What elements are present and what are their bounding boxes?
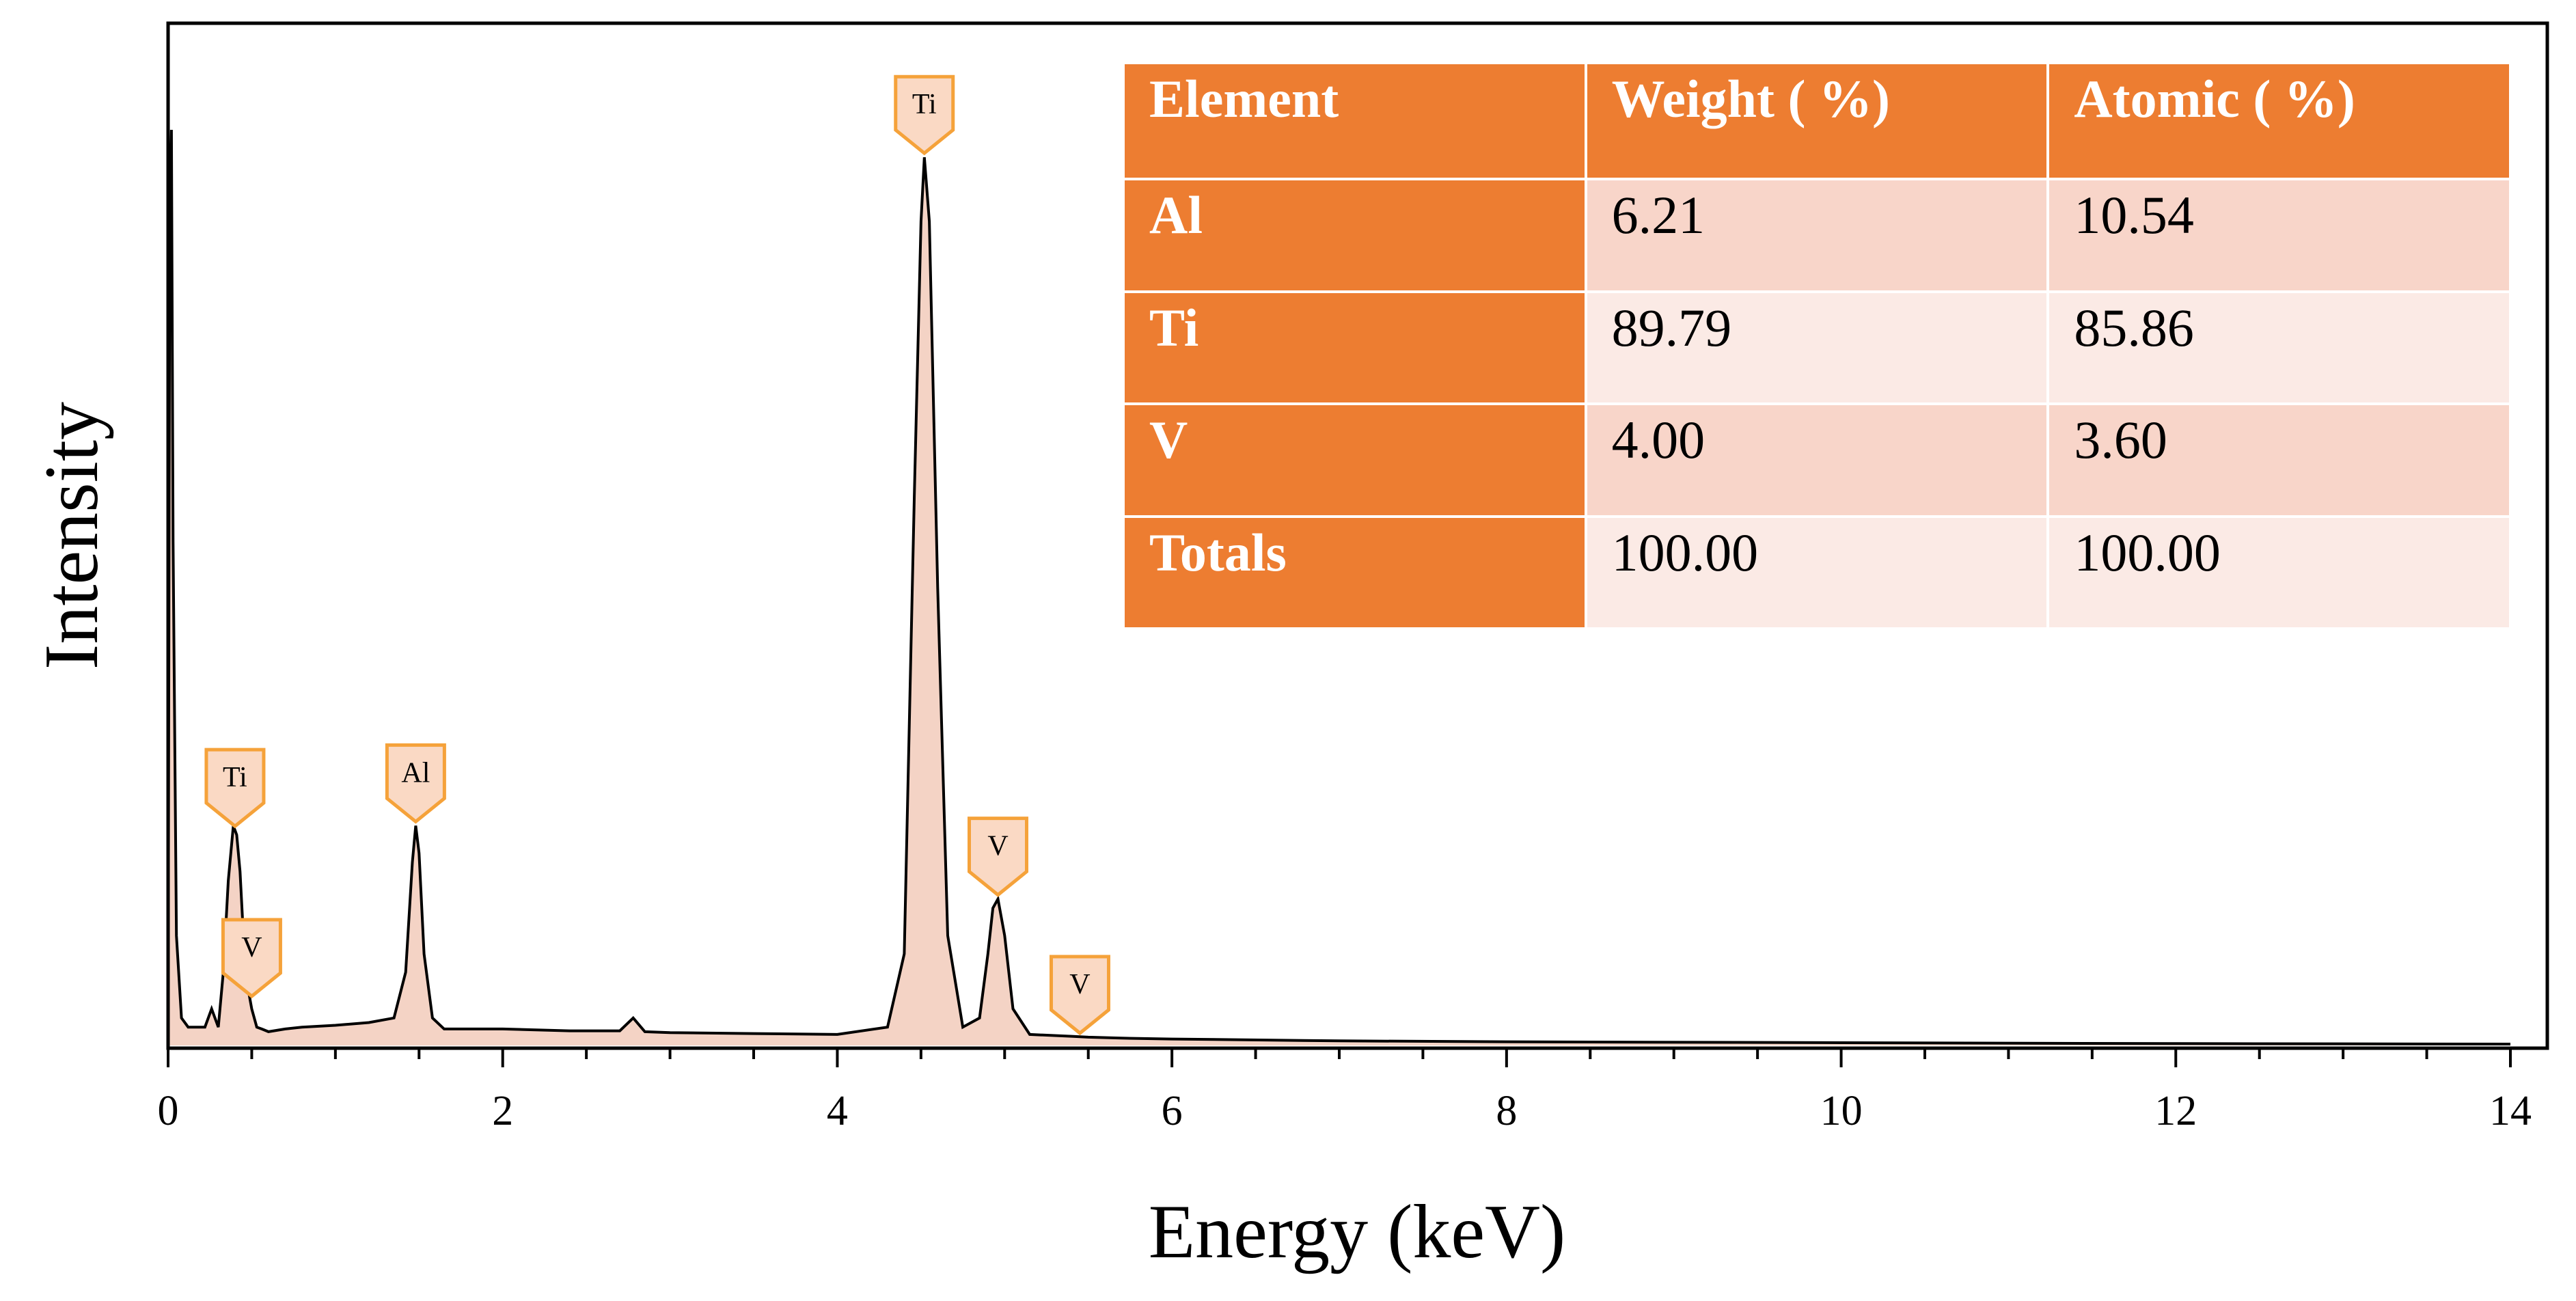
peak-marker-shape xyxy=(221,918,282,999)
x-tick-label: 8 xyxy=(1496,1088,1517,1134)
peak-label-v: V xyxy=(1049,955,1110,1036)
x-tick-label: 12 xyxy=(2154,1088,2197,1134)
table-header-row: Element Weight ( %) Atomic ( %) xyxy=(1122,61,2512,180)
peak-label-ti: Ti xyxy=(894,74,955,156)
row-atomic: 3.60 xyxy=(2046,402,2512,518)
row-atomic: 10.54 xyxy=(2046,178,2512,293)
row-element: Al xyxy=(1122,178,1587,293)
x-tick-label: 2 xyxy=(492,1088,513,1134)
x-axis-label: Energy (keV) xyxy=(1149,1190,1566,1274)
peak-marker-shape xyxy=(385,743,446,824)
header-weight: Weight ( %) xyxy=(1584,61,2050,180)
plot-frame xyxy=(166,21,2549,1050)
peak-marker-shape xyxy=(894,74,955,156)
header-atomic: Atomic ( %) xyxy=(2046,61,2512,180)
peak-marker-shape xyxy=(1049,955,1110,1036)
row-weight: 6.21 xyxy=(1584,178,2050,293)
x-tick-label: 10 xyxy=(1820,1088,1863,1134)
peak-label-al: Al xyxy=(385,743,446,824)
peak-marker-text: V xyxy=(1069,969,1090,1000)
table-row: Totals 100.00 100.00 xyxy=(1122,515,2512,630)
x-tick-label: 4 xyxy=(827,1088,848,1134)
composition-table: Element Weight ( %) Atomic ( %) Al 6.21 … xyxy=(1122,61,2512,630)
peak-marker-shape xyxy=(204,748,266,829)
table-row: Ti 89.79 85.86 xyxy=(1122,290,2512,405)
row-atomic: 85.86 xyxy=(2046,290,2512,405)
row-weight: 89.79 xyxy=(1584,290,2050,405)
peak-marker-text: Ti xyxy=(223,762,247,793)
row-element: V xyxy=(1122,402,1587,518)
peak-marker-shape xyxy=(967,817,1028,897)
peak-marker-text: V xyxy=(987,831,1008,862)
table-row: Al 6.21 10.54 xyxy=(1122,178,2512,293)
peak-marker-text: Al xyxy=(401,757,430,789)
row-weight: 4.00 xyxy=(1584,402,2050,518)
peak-label-v: V xyxy=(967,817,1028,897)
peak-label-ti: Ti xyxy=(204,748,266,829)
peak-marker-text: Ti xyxy=(912,89,937,120)
peak-marker-text: V xyxy=(241,932,262,963)
row-element: Totals xyxy=(1122,515,1587,630)
row-atomic: 100.00 xyxy=(2046,515,2512,630)
row-weight: 100.00 xyxy=(1584,515,2050,630)
x-tick-label: 14 xyxy=(2489,1088,2532,1134)
x-tick-label: 6 xyxy=(1162,1088,1183,1134)
table-row: V 4.00 3.60 xyxy=(1122,402,2512,518)
peak-label-v: V xyxy=(221,918,282,999)
header-element: Element xyxy=(1122,61,1587,180)
row-element: Ti xyxy=(1122,290,1587,405)
x-tick-label: 0 xyxy=(158,1088,179,1134)
y-axis-label: Intensity xyxy=(29,402,114,670)
